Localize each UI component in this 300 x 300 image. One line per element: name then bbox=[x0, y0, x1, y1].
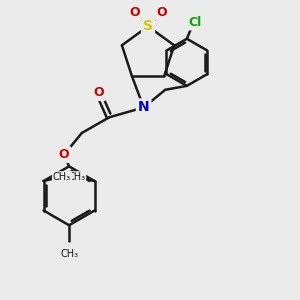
Text: CH₃: CH₃ bbox=[53, 172, 71, 182]
Text: O: O bbox=[93, 86, 104, 99]
Text: O: O bbox=[157, 6, 167, 19]
Text: O: O bbox=[129, 6, 140, 19]
Text: CH₃: CH₃ bbox=[60, 249, 78, 259]
Text: CH₃: CH₃ bbox=[67, 172, 85, 182]
Text: N: N bbox=[138, 100, 149, 115]
Text: O: O bbox=[59, 148, 70, 161]
Text: S: S bbox=[143, 19, 153, 33]
Text: Cl: Cl bbox=[188, 16, 201, 28]
